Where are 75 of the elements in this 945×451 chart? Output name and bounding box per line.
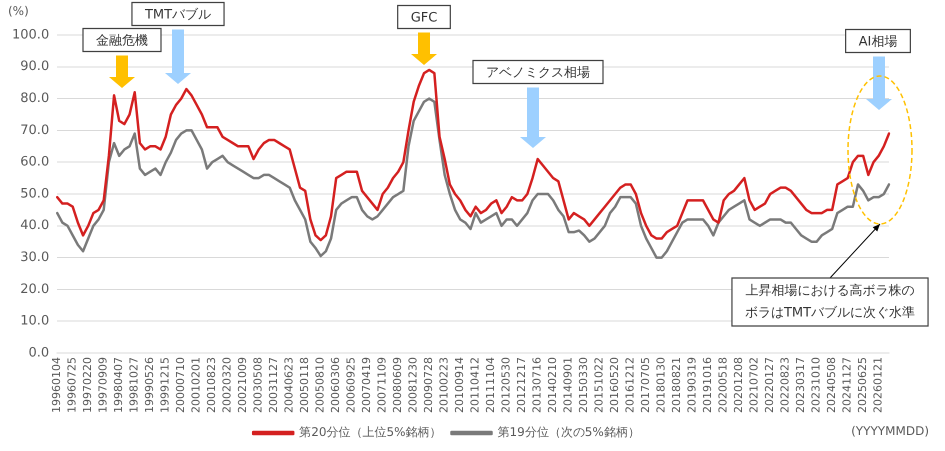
x-tick-label: 20000710 xyxy=(174,357,188,414)
x-tick-label: 20071109 xyxy=(376,357,389,414)
x-tick-label: 19960104 xyxy=(50,357,64,414)
x-axis-title: (YYYYMMDD) xyxy=(851,424,929,438)
x-tick-label: 19991215 xyxy=(158,357,172,414)
x-tick-label: 20121217 xyxy=(515,357,528,414)
x-tick-label: 20230317 xyxy=(794,357,808,414)
x-tick-label: 20080609 xyxy=(391,357,404,414)
x-tick-label: 20111104 xyxy=(484,357,498,414)
x-tick-label: 20140210 xyxy=(546,357,560,414)
x-tick-label: 20120530 xyxy=(500,357,513,414)
x-tick-label: 20010823 xyxy=(205,357,218,414)
x-tick-label: 20151022 xyxy=(592,357,606,414)
y-tick-label: 0.0 xyxy=(28,345,50,360)
x-tick-label: 20150330 xyxy=(577,357,590,414)
x-tick-label: 20130716 xyxy=(530,357,544,414)
x-tick-label: 20210702 xyxy=(748,357,761,414)
y-tick-label: 30.0 xyxy=(20,250,50,265)
legend-label: 第19分位（次の5%銘柄） xyxy=(498,425,640,440)
x-tick-label: 20241127 xyxy=(840,357,854,414)
x-tick-label: 20030508 xyxy=(252,357,265,414)
x-tick-label: 20100914 xyxy=(453,357,466,414)
x-tick-label: 20110412 xyxy=(468,357,482,414)
x-tick-label: 19970220 xyxy=(81,357,94,414)
x-tick-label: 20170705 xyxy=(639,357,652,414)
x-tick-label: 20021009 xyxy=(236,357,250,414)
x-tick-label: 20060925 xyxy=(344,357,358,414)
legend-label: 第20分位（上位5%銘柄） xyxy=(299,425,442,440)
x-tick-label: 20260121 xyxy=(872,357,885,414)
y-tick-label: 90.0 xyxy=(20,59,50,74)
x-tick-label: 20090728 xyxy=(422,357,436,414)
annotation: 上昇相場における高ボラ株のボラはTMTバブルに次ぐ水準 xyxy=(744,282,916,320)
x-tick-label: 20180130 xyxy=(654,357,668,414)
x-tick-label: 20031127 xyxy=(267,357,280,414)
y-tick-label: 60.0 xyxy=(20,154,50,170)
x-tick-label: 20140901 xyxy=(562,357,575,414)
annotation: AI相場 xyxy=(858,34,898,50)
x-tick-label: 20050118 xyxy=(298,357,312,414)
x-tick-label: 20190319 xyxy=(686,357,699,414)
x-tick-label: 20020320 xyxy=(220,357,234,414)
x-tick-label: 19960725 xyxy=(66,357,79,414)
y-tick-label: 10.0 xyxy=(20,314,50,329)
text: TMTバブル xyxy=(144,7,212,22)
y-axis-title: (%) xyxy=(8,4,29,18)
x-tick-label: 20200518 xyxy=(716,357,730,414)
text: GFC xyxy=(410,10,438,26)
x-tick-label: 20050810 xyxy=(314,357,327,414)
x-tick-label: 20201208 xyxy=(732,357,746,414)
x-tick-label: 20220823 xyxy=(778,357,792,414)
x-tick-label: 20010201 xyxy=(190,357,203,414)
y-tick-label: 40.0 xyxy=(20,218,50,234)
x-tick-label: 19980407 xyxy=(112,357,126,414)
y-tick-label: 20.0 xyxy=(20,282,50,297)
y-tick-label: 100.0 xyxy=(12,27,50,42)
x-tick-label: 20070419 xyxy=(360,357,374,414)
x-tick-label: 20240508 xyxy=(825,357,838,414)
x-tick-label: 19970909 xyxy=(96,357,110,414)
x-tick-label: 20161212 xyxy=(624,357,637,414)
x-tick-label: 20231010 xyxy=(810,357,823,414)
x-tick-label: 20060306 xyxy=(329,357,342,414)
x-tick-label: 20180821 xyxy=(670,357,684,414)
x-tick-label: 19990526 xyxy=(143,357,156,414)
x-tick-label: 20191016 xyxy=(701,357,714,414)
x-tick-label: 20220127 xyxy=(763,357,776,414)
x-tick-label: 20250625 xyxy=(856,357,870,414)
x-tick-label: 19981027 xyxy=(128,357,141,414)
x-tick-label: 20100223 xyxy=(438,357,451,414)
y-tick-label: 80.0 xyxy=(20,90,50,106)
y-tick-label: 70.0 xyxy=(20,122,50,138)
x-tick-label: 20160520 xyxy=(608,357,622,414)
y-tick-label: 50.0 xyxy=(20,186,50,202)
x-tick-label: 20040623 xyxy=(282,357,296,414)
annotation: アベノミクス相場 xyxy=(486,65,590,80)
x-tick-label: 20081230 xyxy=(406,357,420,414)
annotation: 金融危機 xyxy=(96,33,148,48)
